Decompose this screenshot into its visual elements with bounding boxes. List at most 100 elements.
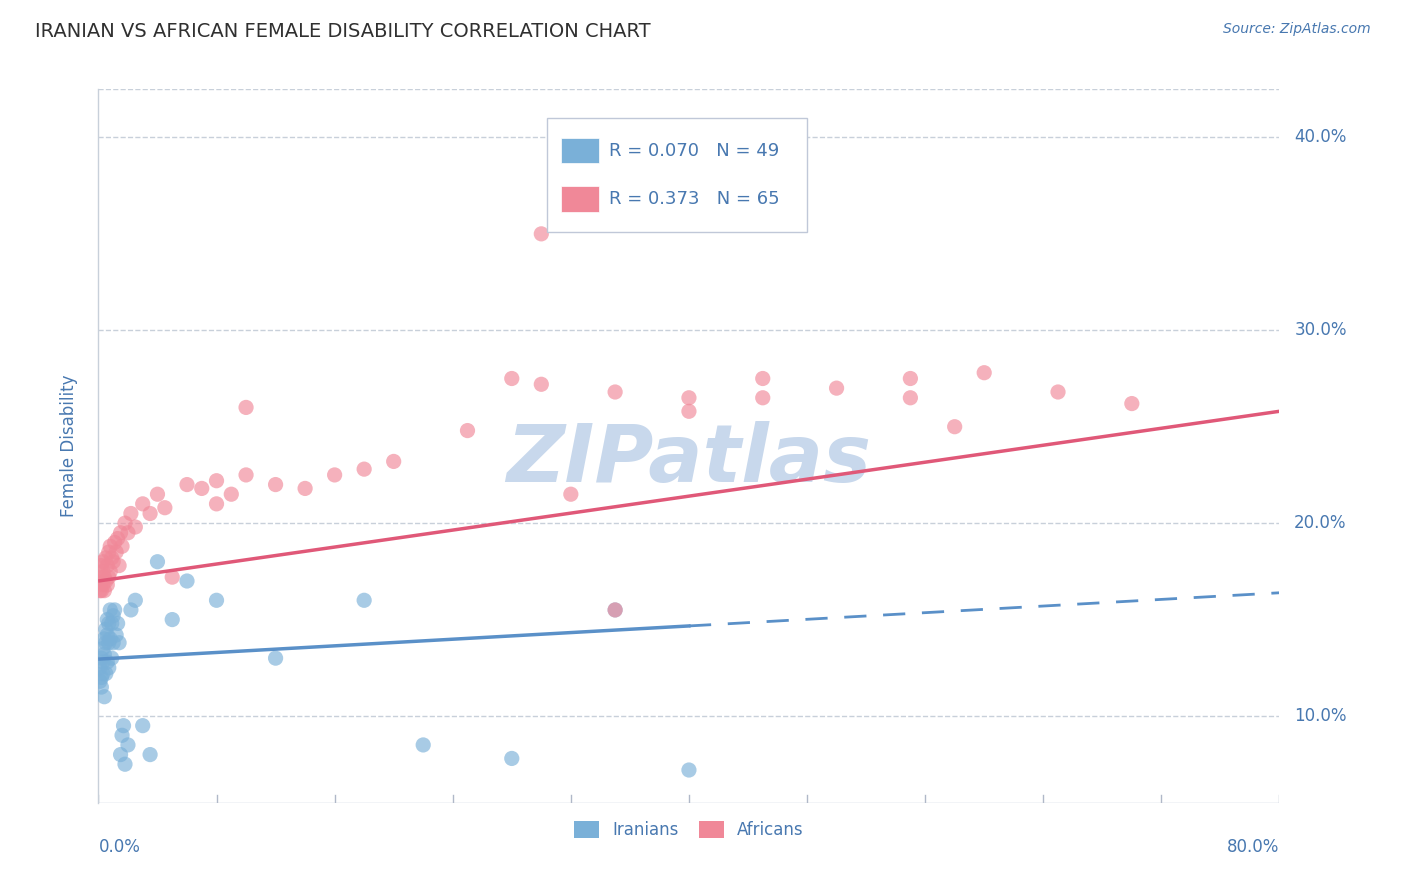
Text: R = 0.373   N = 65: R = 0.373 N = 65 <box>609 190 779 208</box>
Point <box>353 593 375 607</box>
Point <box>120 603 142 617</box>
Text: IRANIAN VS AFRICAN FEMALE DISABILITY CORRELATION CHART: IRANIAN VS AFRICAN FEMALE DISABILITY COR… <box>35 22 651 41</box>
Point <box>132 497 155 511</box>
Point <box>98 565 121 579</box>
Point <box>89 661 111 675</box>
Point <box>89 674 111 689</box>
Point <box>97 661 120 675</box>
Point <box>97 616 120 631</box>
Point <box>110 747 132 762</box>
Point <box>825 381 848 395</box>
Point <box>176 477 198 491</box>
Point <box>100 651 122 665</box>
Point <box>96 613 118 627</box>
Legend: Iranians, Africans: Iranians, Africans <box>568 814 810 846</box>
Bar <box>561 186 599 212</box>
Point <box>605 603 627 617</box>
Text: 0.0%: 0.0% <box>98 838 141 855</box>
Point <box>900 371 922 385</box>
Point <box>108 636 131 650</box>
Y-axis label: Female Disability: Female Disability <box>59 375 77 517</box>
Point <box>205 593 228 607</box>
Point <box>353 462 375 476</box>
Point <box>100 550 122 565</box>
Point <box>530 377 553 392</box>
Text: ZIPatlas: ZIPatlas <box>506 421 872 500</box>
Point <box>120 507 142 521</box>
Point <box>678 404 700 418</box>
Point <box>94 574 117 588</box>
Point <box>93 648 115 662</box>
Point <box>105 628 128 642</box>
Point <box>90 680 112 694</box>
Point <box>97 545 120 559</box>
Point <box>264 477 287 491</box>
Point <box>605 603 627 617</box>
Point <box>103 636 125 650</box>
Point <box>900 391 922 405</box>
Point <box>104 535 127 549</box>
FancyBboxPatch shape <box>547 118 807 232</box>
Point <box>943 419 966 434</box>
Point <box>205 497 228 511</box>
Point <box>100 616 122 631</box>
Text: 80.0%: 80.0% <box>1227 838 1279 855</box>
Point <box>96 578 118 592</box>
Point <box>97 570 120 584</box>
Point <box>162 613 183 627</box>
Point <box>96 558 118 573</box>
Point <box>457 424 479 438</box>
Point <box>124 593 146 607</box>
Point <box>103 555 125 569</box>
Text: R = 0.070   N = 49: R = 0.070 N = 49 <box>609 142 779 160</box>
Text: Source: ZipAtlas.com: Source: ZipAtlas.com <box>1223 22 1371 37</box>
Point <box>90 558 112 573</box>
Text: 10.0%: 10.0% <box>1295 707 1347 725</box>
Point <box>90 583 112 598</box>
Point <box>752 371 775 385</box>
Point <box>124 520 146 534</box>
Point <box>294 482 316 496</box>
Point <box>112 719 135 733</box>
Point <box>91 666 114 681</box>
Point <box>94 550 117 565</box>
Point <box>97 636 120 650</box>
Point <box>98 539 121 553</box>
Point <box>90 651 112 665</box>
Point <box>162 570 183 584</box>
Point <box>412 738 434 752</box>
Bar <box>561 137 599 163</box>
Point <box>90 574 112 588</box>
Point <box>89 583 111 598</box>
Text: 30.0%: 30.0% <box>1295 321 1347 339</box>
Point <box>752 391 775 405</box>
Point <box>117 738 139 752</box>
Point <box>111 539 134 553</box>
Point <box>323 467 346 482</box>
Point <box>91 655 114 669</box>
Point <box>93 690 115 704</box>
Point <box>678 391 700 405</box>
Point <box>205 474 228 488</box>
Point <box>108 558 131 573</box>
Point <box>139 747 162 762</box>
Point <box>90 670 112 684</box>
Point <box>146 487 169 501</box>
Point <box>93 632 115 646</box>
Point <box>98 603 121 617</box>
Point <box>94 666 117 681</box>
Point <box>191 482 214 496</box>
Point <box>501 751 523 765</box>
Point <box>105 545 128 559</box>
Point <box>96 655 118 669</box>
Point <box>96 628 118 642</box>
Point <box>91 641 114 656</box>
Point <box>678 763 700 777</box>
Point <box>91 565 114 579</box>
Point <box>110 525 132 540</box>
Point <box>94 636 117 650</box>
Point <box>973 366 995 380</box>
Point <box>235 467 257 482</box>
Point <box>221 487 243 501</box>
Point <box>107 532 129 546</box>
